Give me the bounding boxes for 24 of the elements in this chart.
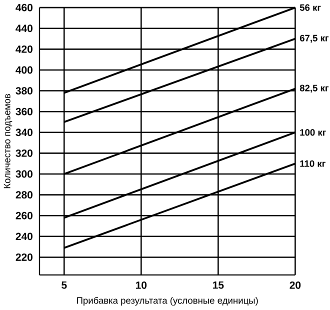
y-tick-label: 220	[16, 254, 32, 262]
y-tick-label: 400	[16, 66, 32, 74]
x-tick-label: 20	[290, 282, 301, 290]
y-tick-label: 340	[16, 128, 32, 136]
series-label: 82,5 кг	[300, 84, 329, 93]
series-label: 100 кг	[300, 129, 326, 136]
y-tick-label: 300	[16, 170, 32, 178]
x-tick-label: 5	[62, 282, 67, 290]
series-label: 110 кг	[300, 160, 326, 168]
y-tick-label: 320	[16, 150, 32, 158]
y-tick-label: 360	[16, 108, 32, 116]
x-axis-title: Прибавка результата (условные единицы)	[77, 297, 258, 306]
y-axis-title: Количество подъемов	[4, 94, 12, 188]
y-tick-label: 380	[16, 87, 32, 95]
y-tick-label: 420	[16, 46, 32, 54]
x-tick-label: 10	[136, 282, 147, 290]
y-tick-label: 260	[16, 212, 32, 220]
y-tick-label: 280	[16, 191, 32, 199]
y-tick-label: 240	[16, 232, 32, 240]
y-tick-label: 460	[16, 4, 32, 12]
series-label: 67,5 кг	[300, 35, 329, 43]
series-label: 56 кг	[300, 4, 321, 12]
y-tick-label: 440	[16, 24, 32, 32]
x-tick-label: 15	[213, 282, 224, 290]
